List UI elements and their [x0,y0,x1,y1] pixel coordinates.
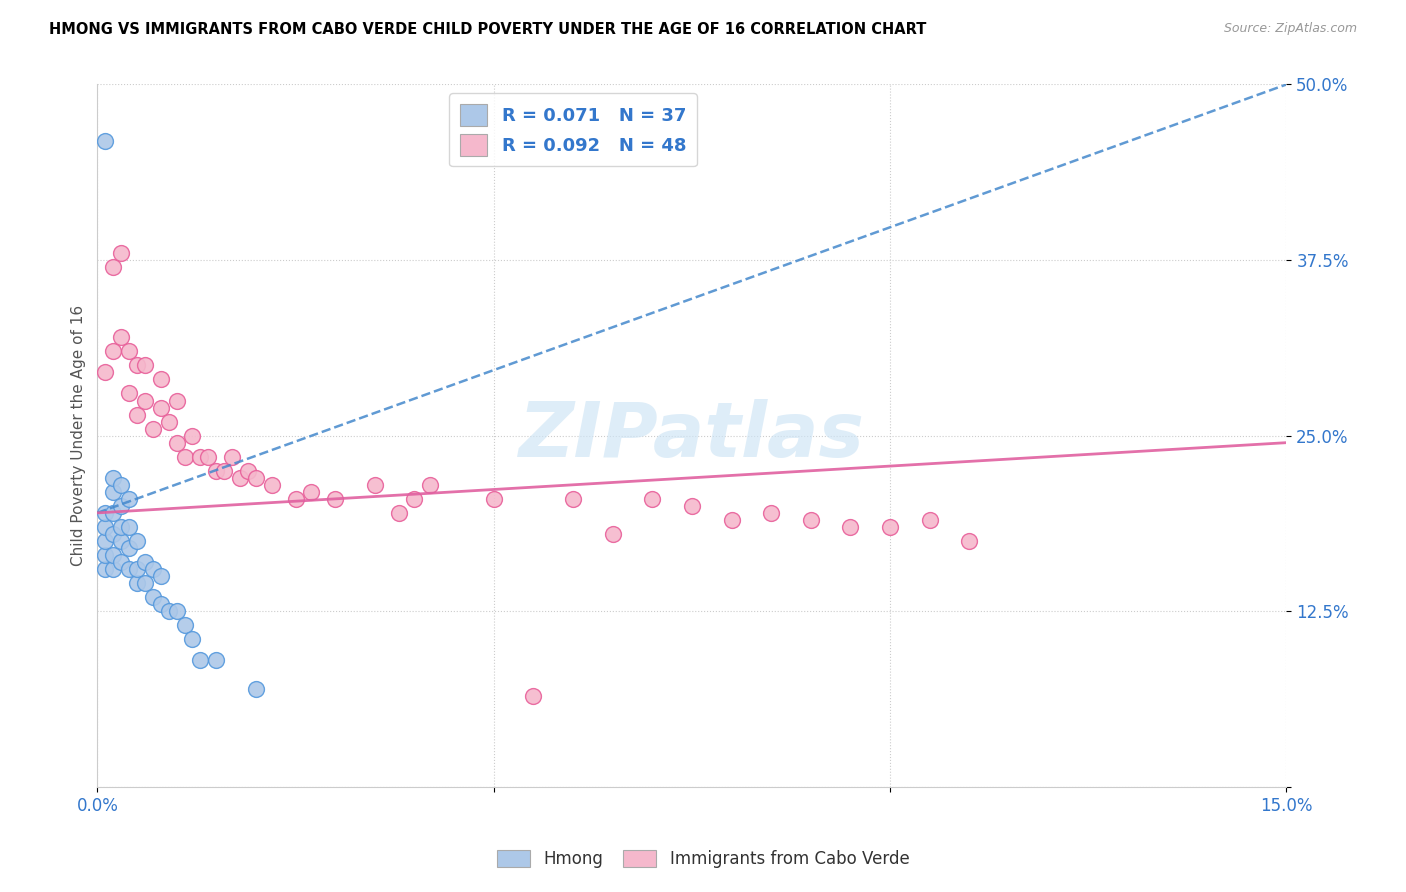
Point [641,491,664,506]
Point [110,478,132,492]
Point [522,689,544,703]
Point [173,618,195,632]
Text: Source: ZipAtlas.com: Source: ZipAtlas.com [1223,22,1357,36]
Point [419,478,441,492]
Point [387,506,409,520]
Point [110,246,132,260]
Point [221,450,243,464]
Point [103,506,125,520]
Point [125,576,148,591]
Point [134,359,156,373]
Point [118,520,141,534]
Point [205,653,228,667]
Point [125,408,148,422]
Point [110,330,132,344]
Point [94,548,117,562]
Point [149,597,172,611]
Point [110,499,132,513]
Point [118,541,141,555]
Point [125,534,148,549]
Point [110,534,132,549]
Point [181,428,204,442]
Point [212,464,235,478]
Point [149,372,172,386]
Point [681,499,703,513]
Point [364,478,387,492]
Point [142,590,165,604]
Point [173,450,195,464]
Point [118,562,141,576]
Point [299,484,322,499]
Point [229,471,252,485]
Point [94,562,117,576]
Point [284,491,307,506]
Point [125,562,148,576]
Y-axis label: Child Poverty Under the Age of 16: Child Poverty Under the Age of 16 [72,305,86,566]
Point [205,464,228,478]
Point [157,604,180,618]
Point [149,401,172,415]
Point [110,520,132,534]
Point [134,555,156,569]
Point [166,393,188,408]
Point [103,471,125,485]
Point [245,471,267,485]
Point [482,491,505,506]
Point [918,513,941,527]
Text: ZIPatlas: ZIPatlas [519,399,865,473]
Point [602,527,624,541]
Point [957,534,980,549]
Point [720,513,742,527]
Point [197,450,219,464]
Point [323,491,346,506]
Point [236,464,259,478]
Point [118,386,141,401]
Point [94,366,117,380]
Point [103,260,125,274]
Point [839,520,862,534]
Point [190,653,212,667]
Point [142,562,165,576]
Point [103,484,125,499]
Point [103,562,125,576]
Point [118,344,141,359]
Point [94,506,117,520]
Point [190,450,212,464]
Point [94,134,117,148]
Text: HMONG VS IMMIGRANTS FROM CABO VERDE CHILD POVERTY UNDER THE AGE OF 16 CORRELATIO: HMONG VS IMMIGRANTS FROM CABO VERDE CHIL… [49,22,927,37]
Point [166,435,188,450]
Point [260,478,283,492]
Point [562,491,585,506]
Point [118,491,141,506]
Point [879,520,901,534]
Point [125,359,148,373]
Point [103,527,125,541]
Point [245,681,267,696]
Legend: Hmong, Immigrants from Cabo Verde: Hmong, Immigrants from Cabo Verde [489,843,917,875]
Point [149,569,172,583]
Point [166,604,188,618]
Point [404,491,426,506]
Point [142,422,165,436]
Point [134,576,156,591]
Point [759,506,782,520]
Point [103,344,125,359]
Point [181,632,204,647]
Point [103,548,125,562]
Point [157,415,180,429]
Point [134,393,156,408]
Point [110,555,132,569]
Legend: R = 0.071   N = 37, R = 0.092   N = 48: R = 0.071 N = 37, R = 0.092 N = 48 [449,94,697,167]
Point [94,534,117,549]
Point [800,513,823,527]
Point [94,520,117,534]
